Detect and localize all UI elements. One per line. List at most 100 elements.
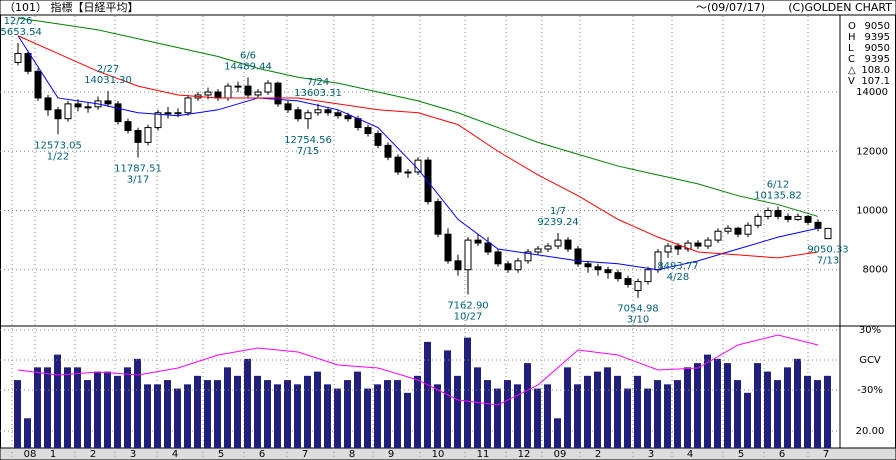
candle-body xyxy=(294,109,302,120)
x-tick-label: 3 xyxy=(648,449,654,460)
candle-body xyxy=(154,112,162,129)
volume-bar xyxy=(174,388,181,448)
volume-bar xyxy=(154,384,161,448)
copyright: (C)GOLDEN CHART xyxy=(788,1,892,14)
candle-body xyxy=(134,130,142,143)
x-tick-label: 2 xyxy=(595,449,601,460)
annotation-date: 6/12 xyxy=(767,179,789,190)
volume-bar xyxy=(514,384,521,448)
info-value: 108.0 xyxy=(861,65,890,76)
annotation-date: 7/15 xyxy=(297,146,319,157)
volume-bar xyxy=(74,367,81,448)
candle-body xyxy=(414,159,422,173)
info-value: 9050 xyxy=(865,21,890,32)
y-tick-label: 10000 xyxy=(856,205,888,216)
candle-body xyxy=(344,115,352,120)
volume-bar xyxy=(214,380,221,448)
info-label: L xyxy=(848,43,854,54)
candle-body xyxy=(554,239,562,247)
x-tick-label: 3 xyxy=(130,449,136,460)
volume-bar xyxy=(354,371,361,448)
annotation-date: 3/17 xyxy=(127,175,149,186)
volume-bar xyxy=(114,375,121,448)
candle-body xyxy=(494,251,502,265)
x-tick-label: 1 xyxy=(50,449,56,460)
volume-bar xyxy=(334,388,341,448)
volume-bar xyxy=(804,375,811,448)
candle-body xyxy=(144,127,152,143)
candle-body xyxy=(544,245,552,250)
annotation-date: 4/28 xyxy=(667,272,689,283)
x-tick-label: 08 xyxy=(24,449,37,460)
x-tick-label: 11 xyxy=(477,449,490,460)
volume-bar xyxy=(304,375,311,448)
y-tick-label: GCV xyxy=(859,355,881,366)
volume-bar xyxy=(784,367,791,448)
candle-body xyxy=(644,269,652,283)
moving-average xyxy=(17,17,819,217)
candle-body xyxy=(604,269,612,274)
volume-bar xyxy=(184,384,191,448)
volume-bar xyxy=(54,354,61,448)
candle-body xyxy=(524,251,532,262)
x-tick-label: 6 xyxy=(779,449,785,460)
x-tick-label: 12 xyxy=(518,449,531,460)
candle-body xyxy=(814,221,822,229)
volume-bar xyxy=(284,380,291,448)
candle-body xyxy=(664,245,672,253)
annotation-date: 1/7 xyxy=(550,206,566,217)
volume-bar xyxy=(724,363,731,448)
volume-bar xyxy=(444,350,451,448)
x-tick-label: 09 xyxy=(554,449,567,460)
volume-bar xyxy=(674,380,681,448)
volume-bar xyxy=(94,371,101,448)
candle-body xyxy=(124,121,132,132)
candle-body xyxy=(334,112,342,117)
volume-bar xyxy=(584,375,591,448)
period: ～(09/07/17) xyxy=(696,1,765,14)
candle-body xyxy=(504,263,512,271)
candle-body xyxy=(734,227,742,235)
candle-body xyxy=(54,109,62,120)
candle-body xyxy=(474,239,482,244)
volume-bar xyxy=(624,388,631,448)
candle-body xyxy=(74,103,82,108)
annotation-price: 9239.24 xyxy=(537,217,578,228)
volume-bar xyxy=(744,392,751,448)
candle-body xyxy=(574,248,582,265)
candle-body xyxy=(584,263,592,268)
candle-body xyxy=(104,100,112,105)
gcv-line xyxy=(17,334,819,406)
candle-body xyxy=(254,91,262,96)
annotation-price: 12573.05 xyxy=(34,140,82,151)
x-tick-label: 7 xyxy=(302,449,308,460)
volume-bar xyxy=(264,380,271,448)
volume-bar xyxy=(764,371,771,448)
x-tick-label: 8 xyxy=(349,449,355,460)
volume-bar xyxy=(474,367,481,448)
volume-bar xyxy=(464,337,471,448)
candle-body xyxy=(244,85,252,96)
volume-bar xyxy=(714,358,721,448)
candle-body xyxy=(594,266,602,271)
y-tick-label: 14000 xyxy=(856,87,888,98)
candle-body xyxy=(624,278,632,286)
candle-body xyxy=(714,230,722,241)
candle-body xyxy=(44,97,52,111)
annotation-price: 7162.90 xyxy=(447,301,488,312)
volume-bar xyxy=(234,375,241,448)
annotation-date: 2/27 xyxy=(97,64,119,75)
candle-body xyxy=(374,132,382,146)
annotation-price: 12754.56 xyxy=(284,135,332,146)
annotation-price: 11787.51 xyxy=(114,164,162,175)
candle-body xyxy=(534,248,542,253)
volume-bar xyxy=(774,380,781,448)
x-tick-label: 5 xyxy=(218,449,224,460)
volume-bar xyxy=(634,375,641,448)
volume-bar xyxy=(44,367,51,448)
volume-bar xyxy=(574,384,581,448)
volume-bar xyxy=(134,358,141,448)
candle-body xyxy=(444,233,452,262)
candle-body xyxy=(64,103,72,120)
volume-bar xyxy=(314,371,321,448)
